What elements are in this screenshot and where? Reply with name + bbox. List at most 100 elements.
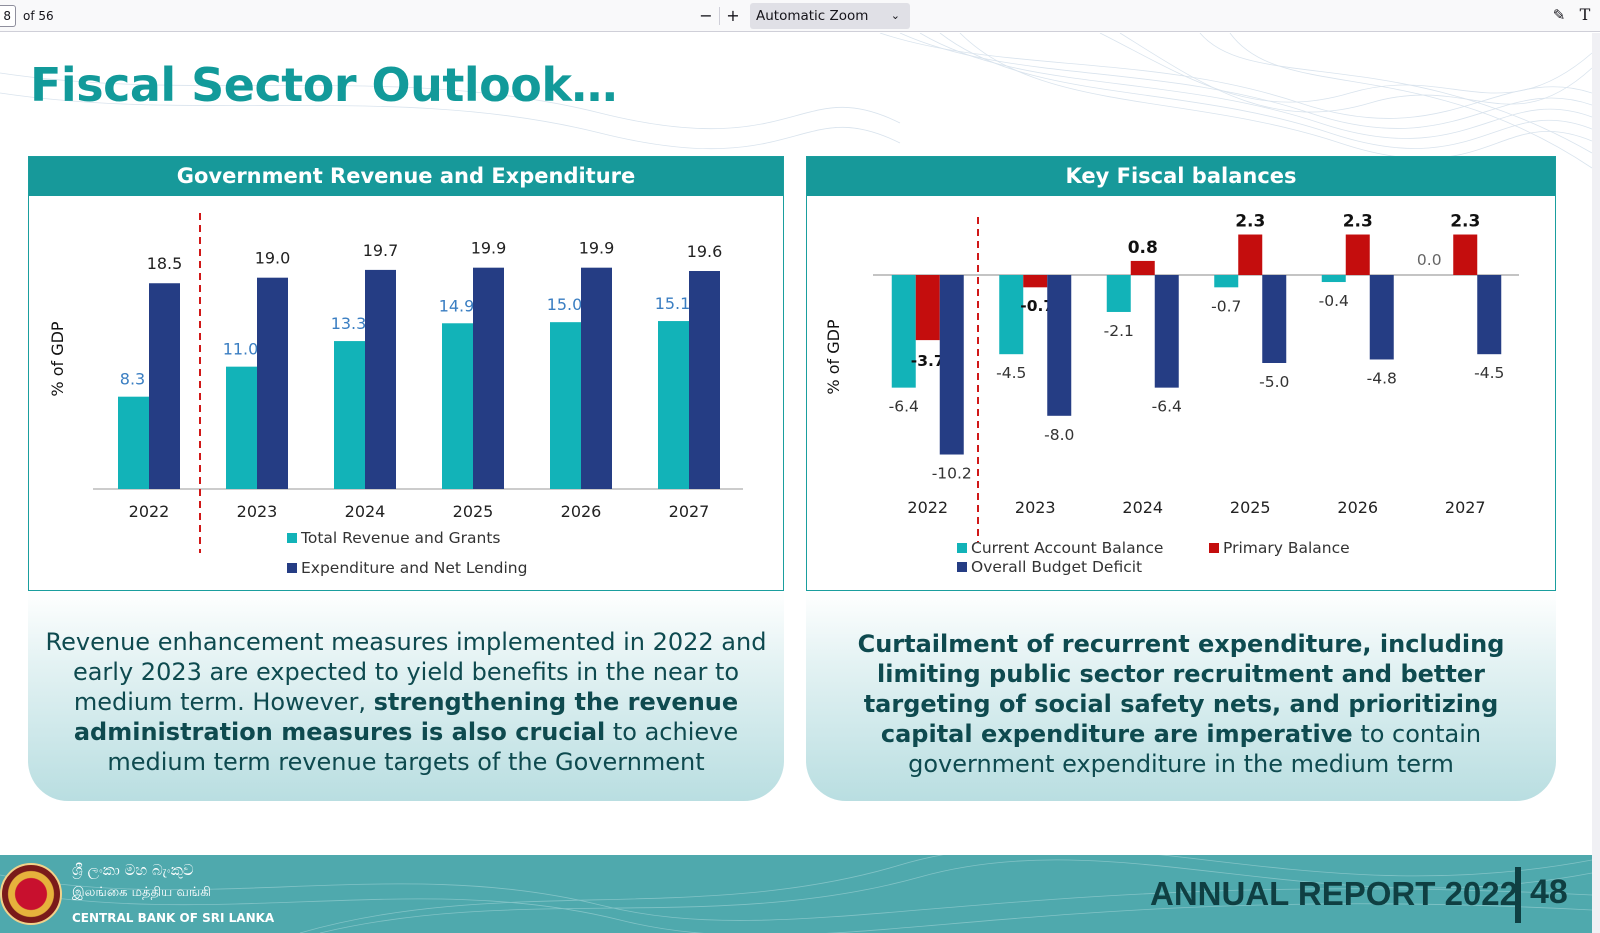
legend-swatch bbox=[1209, 543, 1219, 553]
chevron-down-icon: ⌄ bbox=[890, 9, 900, 22]
footer-divider bbox=[1515, 867, 1521, 923]
data-label: 2.3 bbox=[1235, 212, 1265, 232]
x-tick-label: 2025 bbox=[1230, 498, 1271, 517]
data-label: -6.4 bbox=[889, 398, 919, 416]
bar bbox=[1130, 260, 1155, 275]
revenue-note: Revenue enhancement measures implemented… bbox=[28, 591, 784, 801]
bar bbox=[689, 271, 720, 489]
page-count-label: of 56 bbox=[23, 9, 54, 23]
note-text: Revenue enhancement measures implemented… bbox=[45, 628, 767, 716]
bank-name-sinhala: ශ්‍රී ලංකා මහ බැංකුව bbox=[72, 861, 194, 879]
x-tick-label: 2026 bbox=[1337, 498, 1378, 517]
legend-label: Overall Budget Deficit bbox=[971, 558, 1142, 576]
footer-waves bbox=[0, 855, 1592, 933]
expenditure-note: Curtailment of recurrent expenditure, in… bbox=[806, 591, 1556, 801]
bar bbox=[658, 321, 689, 489]
data-label: -0.4 bbox=[1319, 292, 1349, 310]
data-label: -3.7 bbox=[911, 352, 945, 370]
report-title: ANNUAL REPORT 2022 bbox=[1150, 875, 1518, 912]
bar bbox=[1345, 234, 1370, 275]
x-tick-label: 2027 bbox=[669, 502, 710, 521]
data-label: 15.1 bbox=[655, 294, 691, 313]
fiscal-balances-chart: % of GDP -6.4 -3.7 -10.2 2022 -4.5 -0.7 -8.0 202… bbox=[824, 212, 1519, 576]
data-label: 15.0 bbox=[547, 295, 583, 314]
bar bbox=[118, 396, 149, 489]
text-icon[interactable]: T bbox=[1579, 5, 1591, 24]
bar bbox=[473, 267, 504, 489]
bank-name-tamil: இலங்கை மத்திய வங்கி bbox=[72, 885, 211, 900]
data-label: 19.9 bbox=[579, 239, 615, 258]
page-number-input[interactable]: 8 bbox=[0, 5, 16, 27]
note-text: to achieve medium term revenue targets o… bbox=[107, 718, 739, 776]
data-label: 2.3 bbox=[1343, 212, 1373, 232]
bar bbox=[1321, 275, 1346, 283]
data-label: -0.7 bbox=[1211, 297, 1241, 315]
bar bbox=[891, 275, 916, 388]
background-waves bbox=[0, 33, 1592, 169]
x-tick-label: 2024 bbox=[1122, 498, 1163, 517]
note-text: to contain government expenditure in the… bbox=[908, 720, 1482, 778]
bar bbox=[257, 277, 288, 489]
scrollbar[interactable] bbox=[1592, 33, 1600, 933]
bar bbox=[1047, 275, 1072, 416]
x-tick-label: 2022 bbox=[129, 502, 170, 521]
toolbar-separator bbox=[719, 7, 720, 25]
legend-swatch bbox=[957, 543, 967, 553]
bar bbox=[1106, 275, 1131, 312]
legend-swatch bbox=[287, 563, 297, 573]
revenue-expenditure-panel: Government Revenue and Expenditure % of … bbox=[28, 156, 784, 591]
slide-footer: ශ්‍රී ලංකා මහ බැංකුව இலங்கை மத்திய வங்கி… bbox=[0, 855, 1592, 933]
panel-heading: Key Fiscal balances bbox=[807, 157, 1555, 196]
legend-label: Primary Balance bbox=[1223, 539, 1350, 557]
zoom-select[interactable]: Automatic Zoom ⌄ bbox=[750, 3, 910, 29]
y-axis-label: % of GDP bbox=[824, 319, 843, 395]
x-tick-label: 2025 bbox=[453, 502, 494, 521]
legend-swatch bbox=[287, 533, 297, 543]
data-label: 18.5 bbox=[147, 254, 183, 273]
data-label: -6.4 bbox=[1152, 398, 1182, 416]
bank-name-english: CENTRAL BANK OF SRI LANKA bbox=[72, 911, 275, 925]
zoom-select-value: Automatic Zoom bbox=[756, 8, 869, 24]
legend-label: Total Revenue and Grants bbox=[300, 529, 501, 547]
viewer-toolbar: 8 of 56 − + Automatic Zoom ⌄ ✎ T bbox=[0, 0, 1600, 32]
note-emphasis: Curtailment of recurrent expenditure, in… bbox=[857, 630, 1505, 748]
data-label: -4.5 bbox=[996, 364, 1026, 382]
data-label: 19.0 bbox=[255, 249, 291, 268]
note-emphasis: strengthening the revenue administration… bbox=[73, 688, 739, 746]
bar bbox=[365, 269, 396, 489]
data-label: 0.8 bbox=[1128, 238, 1158, 258]
bar bbox=[149, 283, 180, 489]
data-label: -4.5 bbox=[1474, 364, 1504, 382]
revenue-expenditure-chart: % of GDP 8.3 18.5 2022 11.0 19.0 2023 13.3 19.7 2… bbox=[48, 213, 743, 577]
x-tick-label: 2026 bbox=[561, 502, 602, 521]
x-tick-label: 2022 bbox=[907, 498, 948, 517]
zoom-out-button[interactable]: − bbox=[699, 6, 713, 25]
zoom-in-button[interactable]: + bbox=[726, 6, 740, 25]
bar bbox=[1453, 234, 1478, 275]
bar bbox=[1154, 275, 1179, 388]
data-label: 0.0 bbox=[1417, 251, 1442, 269]
bar bbox=[939, 275, 964, 455]
bar bbox=[1477, 275, 1502, 355]
x-tick-label: 2023 bbox=[237, 502, 278, 521]
data-label: -4.8 bbox=[1367, 369, 1397, 387]
bar bbox=[581, 267, 612, 489]
data-label: -0.7 bbox=[1020, 297, 1054, 315]
data-label: -5.0 bbox=[1259, 373, 1289, 391]
data-label: 14.9 bbox=[439, 296, 475, 315]
data-label: 19.7 bbox=[363, 241, 399, 260]
bar bbox=[999, 275, 1024, 355]
legend-swatch bbox=[957, 562, 967, 572]
bar bbox=[1369, 275, 1394, 360]
x-tick-label: 2023 bbox=[1015, 498, 1056, 517]
bar bbox=[1238, 234, 1263, 275]
bar bbox=[334, 341, 365, 489]
draw-icon[interactable]: ✎ bbox=[1552, 6, 1566, 24]
bar bbox=[1214, 275, 1239, 288]
data-label: 13.3 bbox=[331, 314, 367, 333]
data-label: -2.1 bbox=[1104, 322, 1134, 340]
legend-label: Expenditure and Net Lending bbox=[301, 559, 527, 577]
data-label: 19.9 bbox=[471, 239, 507, 258]
x-tick-label: 2027 bbox=[1445, 498, 1486, 517]
bar bbox=[442, 323, 473, 489]
